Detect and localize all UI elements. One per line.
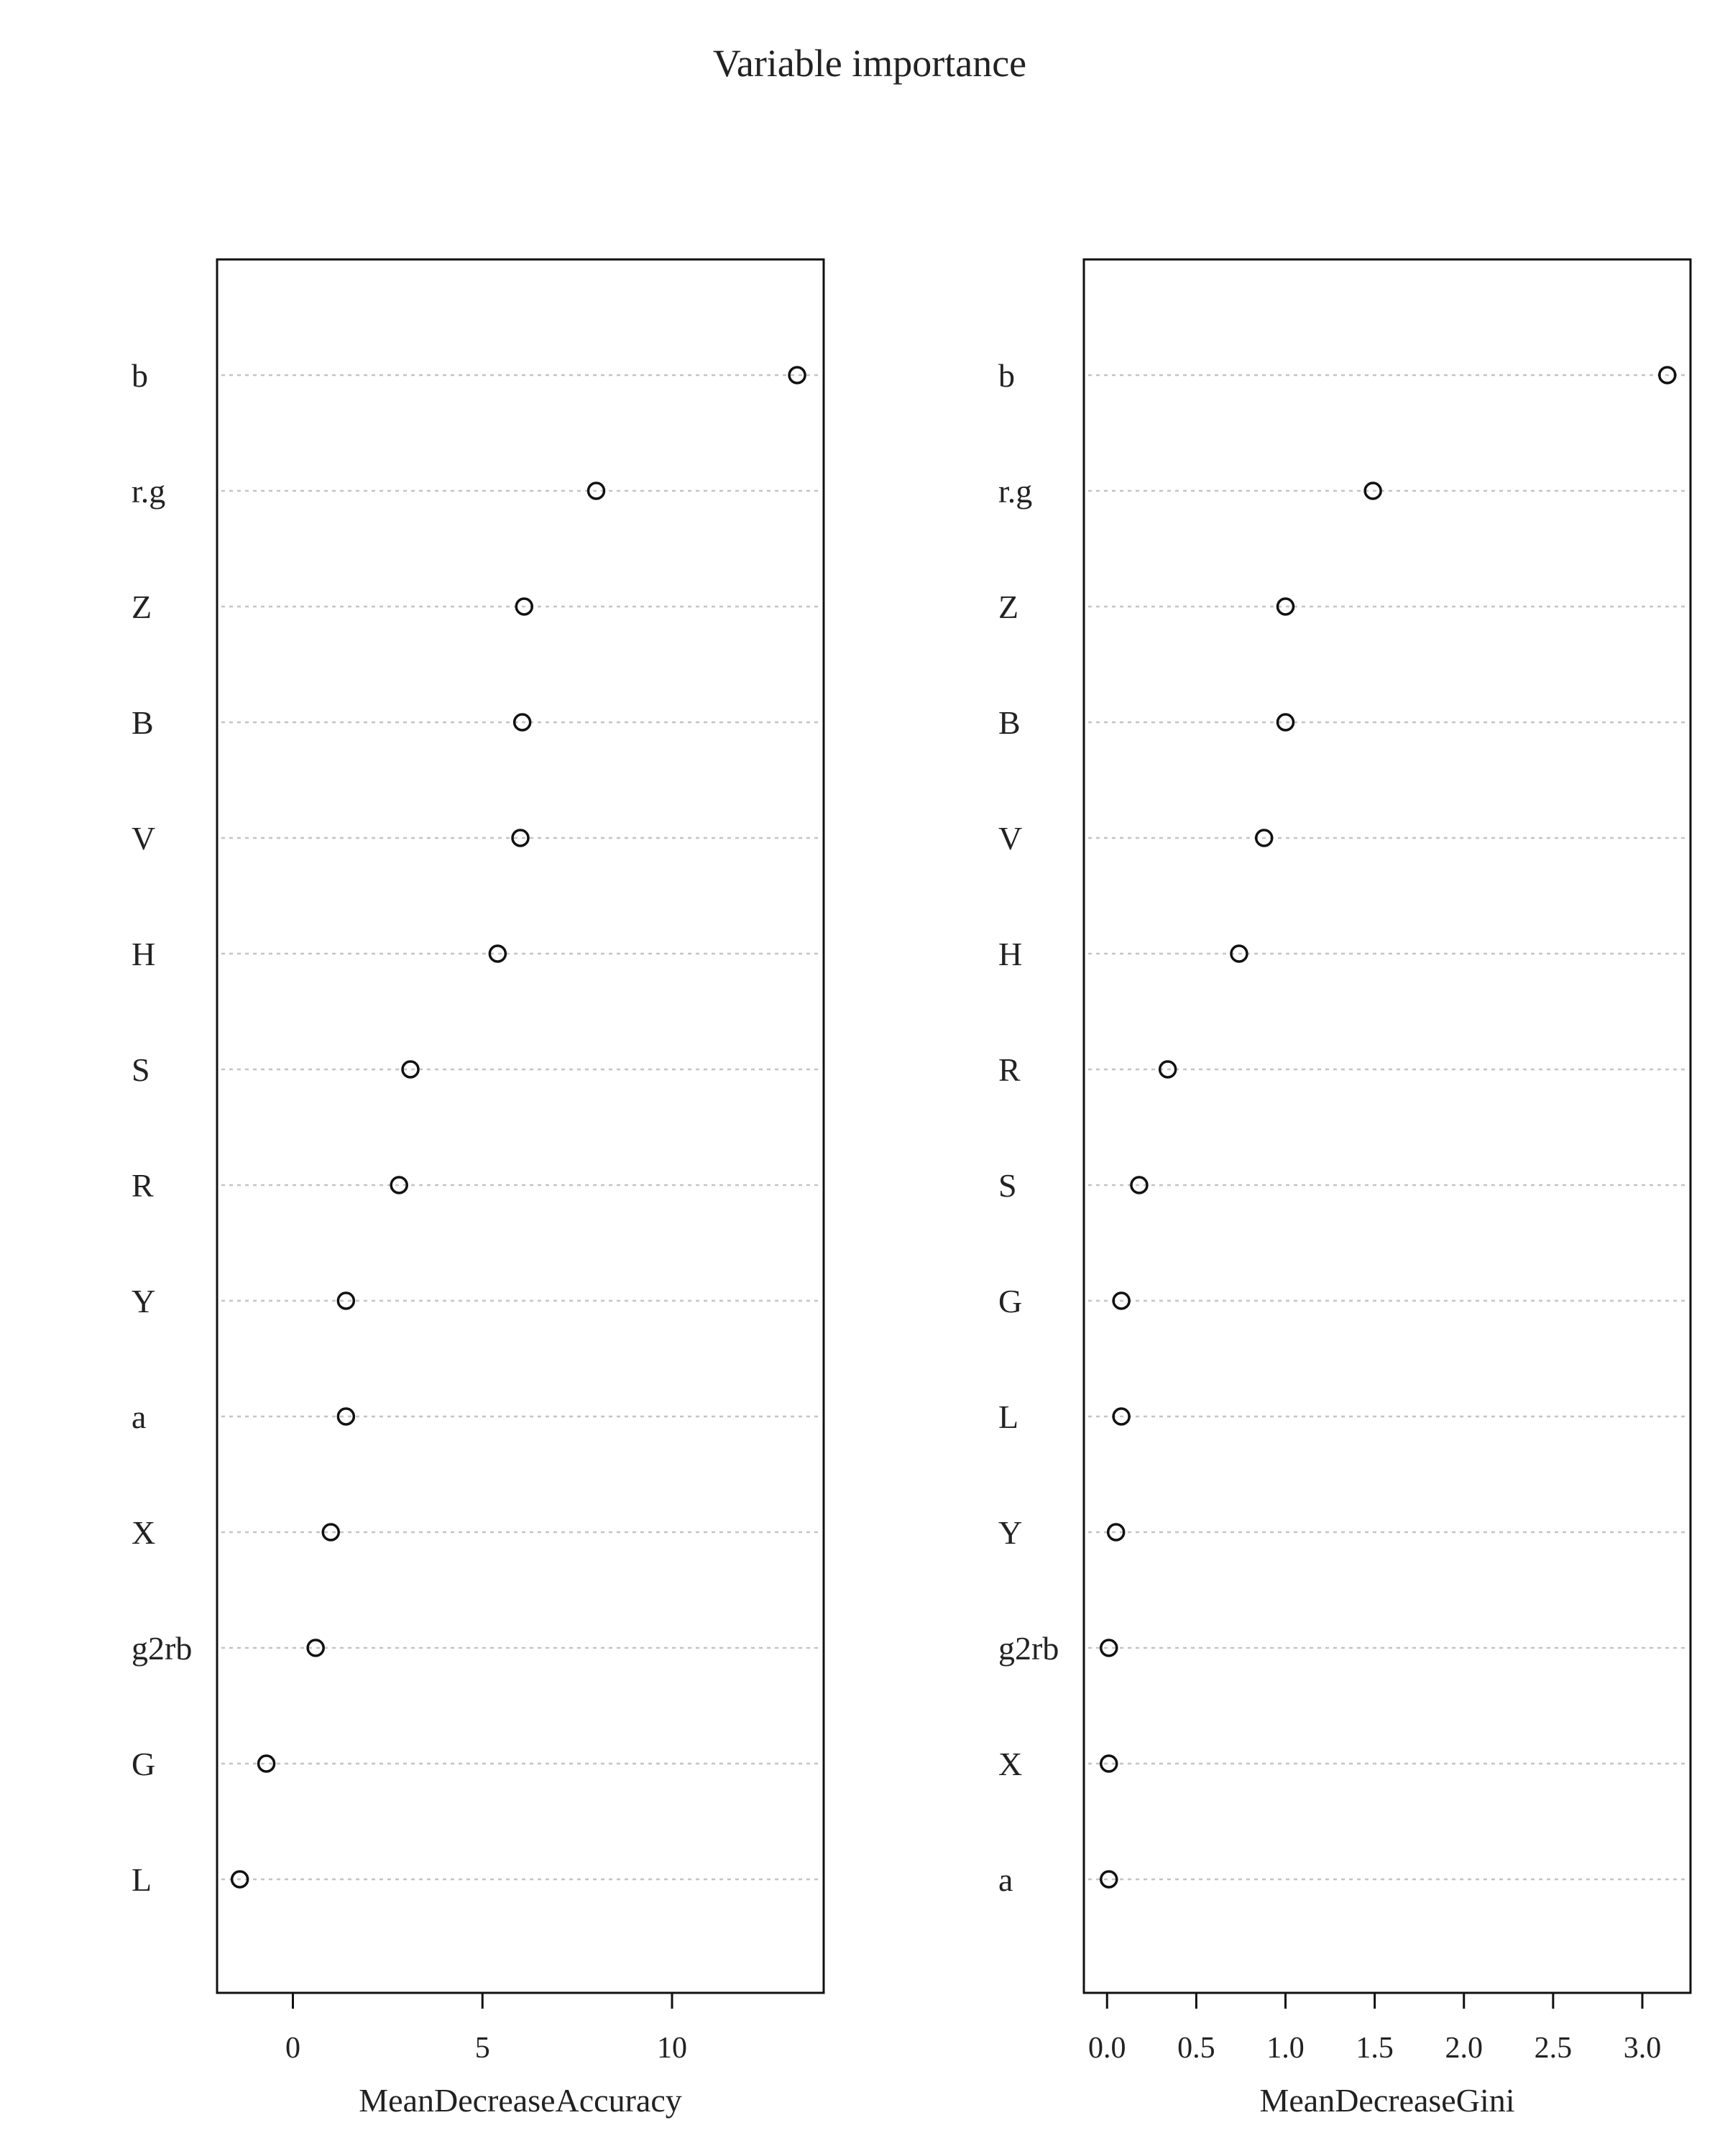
data-point <box>1112 1291 1131 1310</box>
data-point <box>1100 1870 1118 1889</box>
category-label: Y <box>998 1514 1022 1551</box>
data-point <box>390 1176 408 1194</box>
data-point <box>511 829 530 847</box>
category-label: g2rb <box>132 1630 192 1667</box>
category-label: B <box>998 704 1021 741</box>
x-tick-label: 3.0 <box>1624 2032 1662 2065</box>
category-label: r.g <box>132 473 165 510</box>
data-point <box>336 1291 356 1310</box>
plot-frame <box>216 258 825 1994</box>
data-point <box>321 1523 340 1542</box>
data-point <box>512 713 532 732</box>
chart-title: Variable importance <box>713 42 1026 85</box>
category-label: Z <box>998 589 1018 625</box>
category-label: H <box>998 936 1022 972</box>
x-axis-label: MeanDecreaseAccuracy <box>359 2082 681 2119</box>
x-tick-label: 2.0 <box>1445 2032 1483 2065</box>
category-label: L <box>998 1399 1018 1435</box>
data-point <box>401 1060 420 1079</box>
data-point <box>1657 366 1677 384</box>
data-point <box>1363 482 1382 500</box>
x-tick-label: 1.0 <box>1266 2032 1305 2065</box>
data-point <box>1100 1639 1118 1657</box>
x-axis-label: MeanDecreaseGini <box>1259 2082 1514 2119</box>
category-label: S <box>998 1167 1017 1204</box>
category-label: Y <box>132 1283 155 1319</box>
x-tick-label: 0.5 <box>1177 2032 1215 2065</box>
x-tick-label: 10 <box>657 2032 687 2065</box>
category-label: a <box>998 1861 1013 1898</box>
data-point <box>230 1870 249 1889</box>
data-point <box>1100 1754 1118 1773</box>
category-label: S <box>132 1051 150 1088</box>
data-point <box>1276 597 1295 616</box>
data-point <box>1112 1407 1131 1426</box>
plot-frame <box>1082 258 1692 1994</box>
x-tick-label: 1.5 <box>1356 2032 1394 2065</box>
category-label: X <box>132 1514 155 1551</box>
data-point <box>1254 829 1274 847</box>
category-label: b <box>132 357 148 394</box>
category-label: L <box>132 1861 152 1898</box>
data-point <box>1230 944 1248 963</box>
data-point <box>788 366 806 384</box>
category-label: g2rb <box>998 1630 1059 1667</box>
data-point <box>1158 1060 1177 1079</box>
x-tick-label: 2.5 <box>1535 2032 1573 2065</box>
category-label: G <box>132 1746 155 1782</box>
category-label: H <box>132 936 155 972</box>
category-label: X <box>998 1746 1022 1782</box>
data-point <box>257 1754 276 1773</box>
category-label: V <box>998 820 1022 857</box>
data-point <box>1130 1176 1149 1194</box>
data-point <box>336 1407 356 1426</box>
x-tick-label: 5 <box>475 2032 490 2065</box>
data-point <box>586 482 606 500</box>
category-label: R <box>998 1051 1021 1088</box>
data-point <box>1276 713 1295 732</box>
x-tick-label: 0.0 <box>1088 2032 1126 2065</box>
category-label: a <box>132 1399 146 1435</box>
category-label: R <box>132 1167 154 1204</box>
x-tick-label: 0 <box>285 2032 300 2065</box>
data-point <box>515 597 534 616</box>
category-label: G <box>998 1283 1022 1319</box>
category-label: B <box>132 704 154 741</box>
data-point <box>306 1639 325 1657</box>
category-label: V <box>132 820 155 857</box>
category-label: b <box>998 357 1015 394</box>
category-label: r.g <box>998 473 1032 510</box>
data-point <box>1106 1523 1126 1542</box>
data-point <box>488 944 507 963</box>
category-label: Z <box>132 589 152 625</box>
